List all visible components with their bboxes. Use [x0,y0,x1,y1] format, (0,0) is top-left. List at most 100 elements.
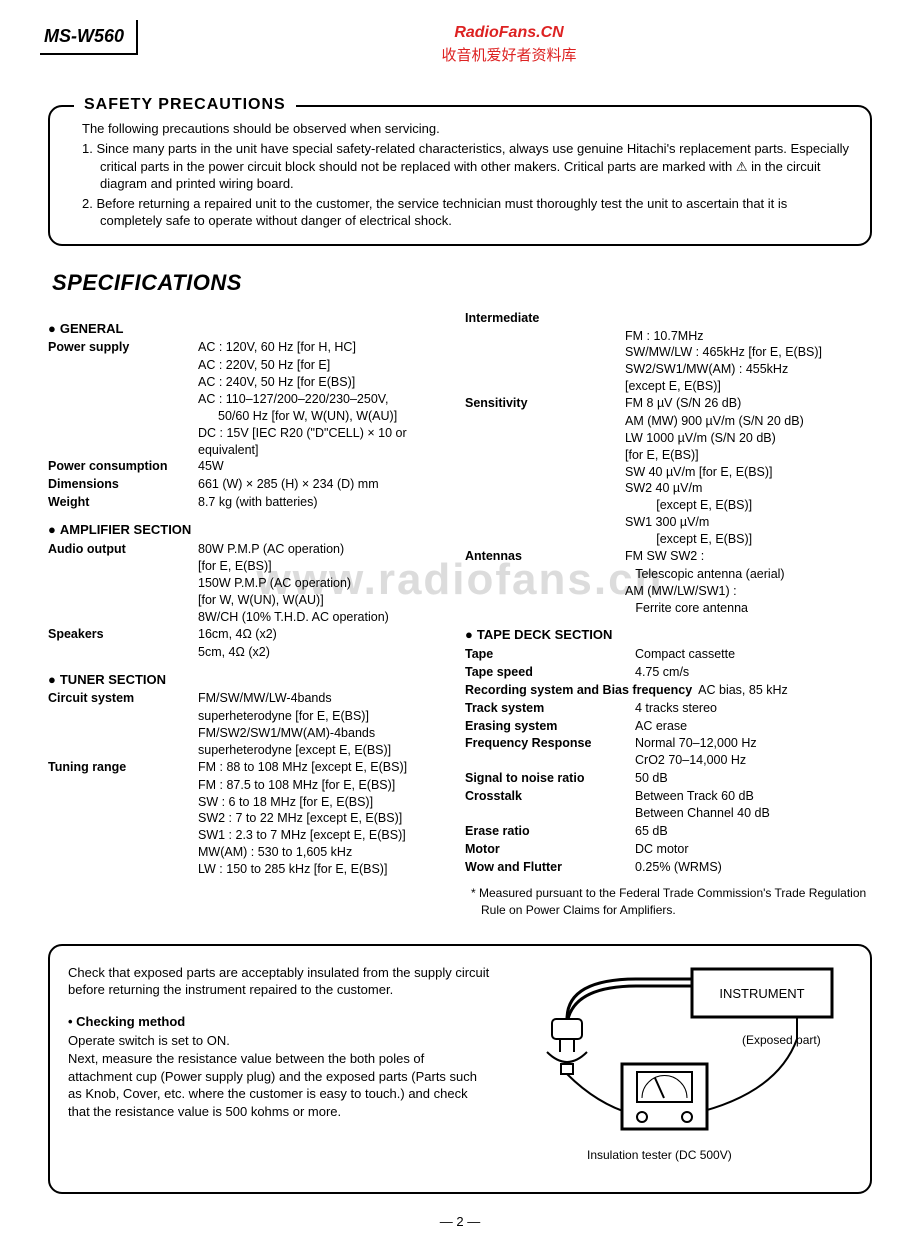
tape-row: Erasing systemAC erase [465,718,872,735]
audio-output-val-2: 150W P.M.P (AC operation) [48,575,455,592]
tape-row-label: Track system [465,700,635,717]
tape-row-value: 4.75 cm/s [635,664,872,681]
antennas-val-1: Telescopic antenna (aerial) [465,566,872,583]
tuning-label: Tuning range [48,759,198,776]
power-consumption-label: Power consumption [48,458,198,475]
tape-row-value: AC erase [635,718,872,735]
weight-label: Weight [48,494,198,511]
tape-row-label: Wow and Flutter [465,859,635,876]
antennas-val-2: AM (MW/LW/SW1) : [465,583,872,600]
tape-row: Signal to noise ratio50 dB [465,770,872,787]
audio-output-val-1: [for E, E(BS)] [48,558,455,575]
bottom-p1: Check that exposed parts are acceptably … [68,964,492,999]
insulation-diagram: INSTRUMENT (Exposed part) Insulati [517,964,847,1174]
sensitivity-val-0: FM 8 µV (S/N 26 dB) [625,395,872,412]
audio-output-val-0: 80W P.M.P (AC operation) [198,541,455,558]
intermediate-val-c: SW2/SW1/MW(AM) : 455kHz [465,361,872,378]
audio-output-val-3: [for W, W(UN), W(AU)] [48,592,455,609]
tuning-val-5: MW(AM) : 530 to 1,605 kHz [48,844,455,861]
tape-row-value: DC motor [635,841,872,858]
safety-list: 1. Since many parts in the unit have spe… [82,140,852,230]
amplifier-title: AMPLIFIER SECTION [60,522,191,537]
safety-item-1: 1. Since many parts in the unit have spe… [82,140,852,193]
tape-row-label: Tape [465,646,635,663]
sensitivity-val-4: SW 40 µV/m [for E, E(BS)] [465,464,872,481]
page-number: — 2 — [40,1214,880,1229]
sensitivity-val-3: [for E, E(BS)] [465,447,872,464]
audio-output-val-4: 8W/CH (10% T.H.D. AC operation) [48,609,455,626]
footnote: * Measured pursuant to the Federal Trade… [475,885,872,917]
tape-row-label: Tape speed [465,664,635,681]
bottom-p2: Operate switch is set to ON. [68,1032,492,1050]
dimensions-label: Dimensions [48,476,198,493]
antennas-val-3: Ferrite core antenna [465,600,872,617]
speakers-val-0: 16cm, 4Ω (x2) [198,626,455,643]
diagram-instrument-label: INSTRUMENT [719,986,804,1001]
sensitivity-val-5: SW2 40 µV/m [465,480,872,497]
tape-row-value: Normal 70–12,000 Hz CrO2 70–14,000 Hz [635,735,872,769]
tuning-val-3: SW2 : 7 to 22 MHz [except E, E(BS)] [48,810,455,827]
speakers-val-1: 5cm, 4Ω (x2) [48,644,455,661]
top-bar: MS-W560 RadioFans.CN 收音机爱好者资料库 [40,20,880,65]
circuit-val-2: FM/SW2/SW1/MW(AM)-4bands [48,725,455,742]
sensitivity-label: Sensitivity [465,395,625,412]
speakers-label: Speakers [48,626,198,643]
tape-row: Recording system and Bias frequencyAC bi… [465,682,872,699]
tape-row: Track system4 tracks stereo [465,700,872,717]
section-general: ●GENERAL [48,320,455,338]
tape-row-value: 4 tracks stereo [635,700,872,717]
power-supply-val-5: DC : 15V [IEC R20 ("D"CELL) × 10 or equi… [48,425,455,459]
spec-col-left: ●GENERAL Power supplyAC : 120V, 60 Hz [f… [48,310,455,918]
bottom-left: Check that exposed parts are acceptably … [68,964,492,1174]
sensitivity-val-6: [except E, E(BS)] [465,497,872,514]
tape-row-label: Erasing system [465,718,635,735]
tape-row: Erase ratio65 dB [465,823,872,840]
power-consumption-val: 45W [198,458,455,475]
tape-row-label: Crosstalk [465,788,635,805]
tuning-val-2: SW : 6 to 18 MHz [for E, E(BS)] [48,794,455,811]
model-number: MS-W560 [40,20,138,55]
tuning-val-0: FM : 88 to 108 MHz [except E, E(BS)] [198,759,455,776]
safety-item-2: 2. Before returning a repaired unit to t… [82,195,852,230]
tuning-val-6: LW : 150 to 285 kHz [for E, E(BS)] [48,861,455,878]
section-tape: ●TAPE DECK SECTION [465,626,872,644]
tape-row-value: 50 dB [635,770,872,787]
tape-row: TapeCompact cassette [465,646,872,663]
power-supply-val-0: AC : 120V, 60 Hz [for H, HC] [198,339,455,356]
safety-intro: The following precautions should be obse… [82,121,852,136]
tape-row-value: AC bias, 85 kHz [698,682,872,699]
sensitivity-val-7: SW1 300 µV/m [465,514,872,531]
section-tuner: ●TUNER SECTION [48,671,455,689]
spec-col-right: Intermediate FM : 10.7MHz SW/MW/LW : 465… [465,310,872,918]
audio-output-label: Audio output [48,541,198,558]
circuit-val-3: superheterodyne [except E, E(BS)] [48,742,455,759]
safety-title: SAFETY PRECAUTIONS [74,96,296,114]
power-supply-val-3: AC : 110–127/200–220/230–250V, [48,391,455,408]
safety-precautions-box: SAFETY PRECAUTIONS The following precaut… [48,105,872,246]
tape-rows: TapeCompact cassetteTape speed4.75 cm/sR… [465,646,872,875]
circuit-label: Circuit system [48,690,198,707]
antennas-val-0: FM SW SW2 : [625,548,872,565]
intermediate-val-a: FM : 10.7MHz [465,328,872,345]
circuit-val-1: superheterodyne [for E, E(BS)] [48,708,455,725]
diagram-tester-label: Insulation tester (DC 500V) [587,1148,732,1162]
watermark-header: RadioFans.CN 收音机爱好者资料库 [138,20,880,65]
sensitivity-val-8: [except E, E(BS)] [465,531,872,548]
power-supply-val-2: AC : 240V, 50 Hz [for E(BS)] [48,374,455,391]
watermark-en: RadioFans.CN [138,24,880,42]
antennas-label: Antennas [465,548,625,565]
tape-row-label: Signal to noise ratio [465,770,635,787]
tape-row: MotorDC motor [465,841,872,858]
specifications-title: SPECIFICATIONS [52,270,880,296]
tape-row: Tape speed4.75 cm/s [465,664,872,681]
power-supply-label: Power supply [48,339,198,356]
weight-val: 8.7 kg (with batteries) [198,494,455,511]
tape-row: Wow and Flutter0.25% (WRMS) [465,859,872,876]
general-title: GENERAL [60,321,124,336]
sensitivity-val-2: LW 1000 µV/m (S/N 20 dB) [465,430,872,447]
tape-title: TAPE DECK SECTION [477,627,613,642]
tape-row-value: 0.25% (WRMS) [635,859,872,876]
tape-row: Frequency ResponseNormal 70–12,000 Hz Cr… [465,735,872,769]
intermediate-label: Intermediate [465,310,625,327]
bottom-right: INSTRUMENT (Exposed part) Insulati [512,964,852,1174]
